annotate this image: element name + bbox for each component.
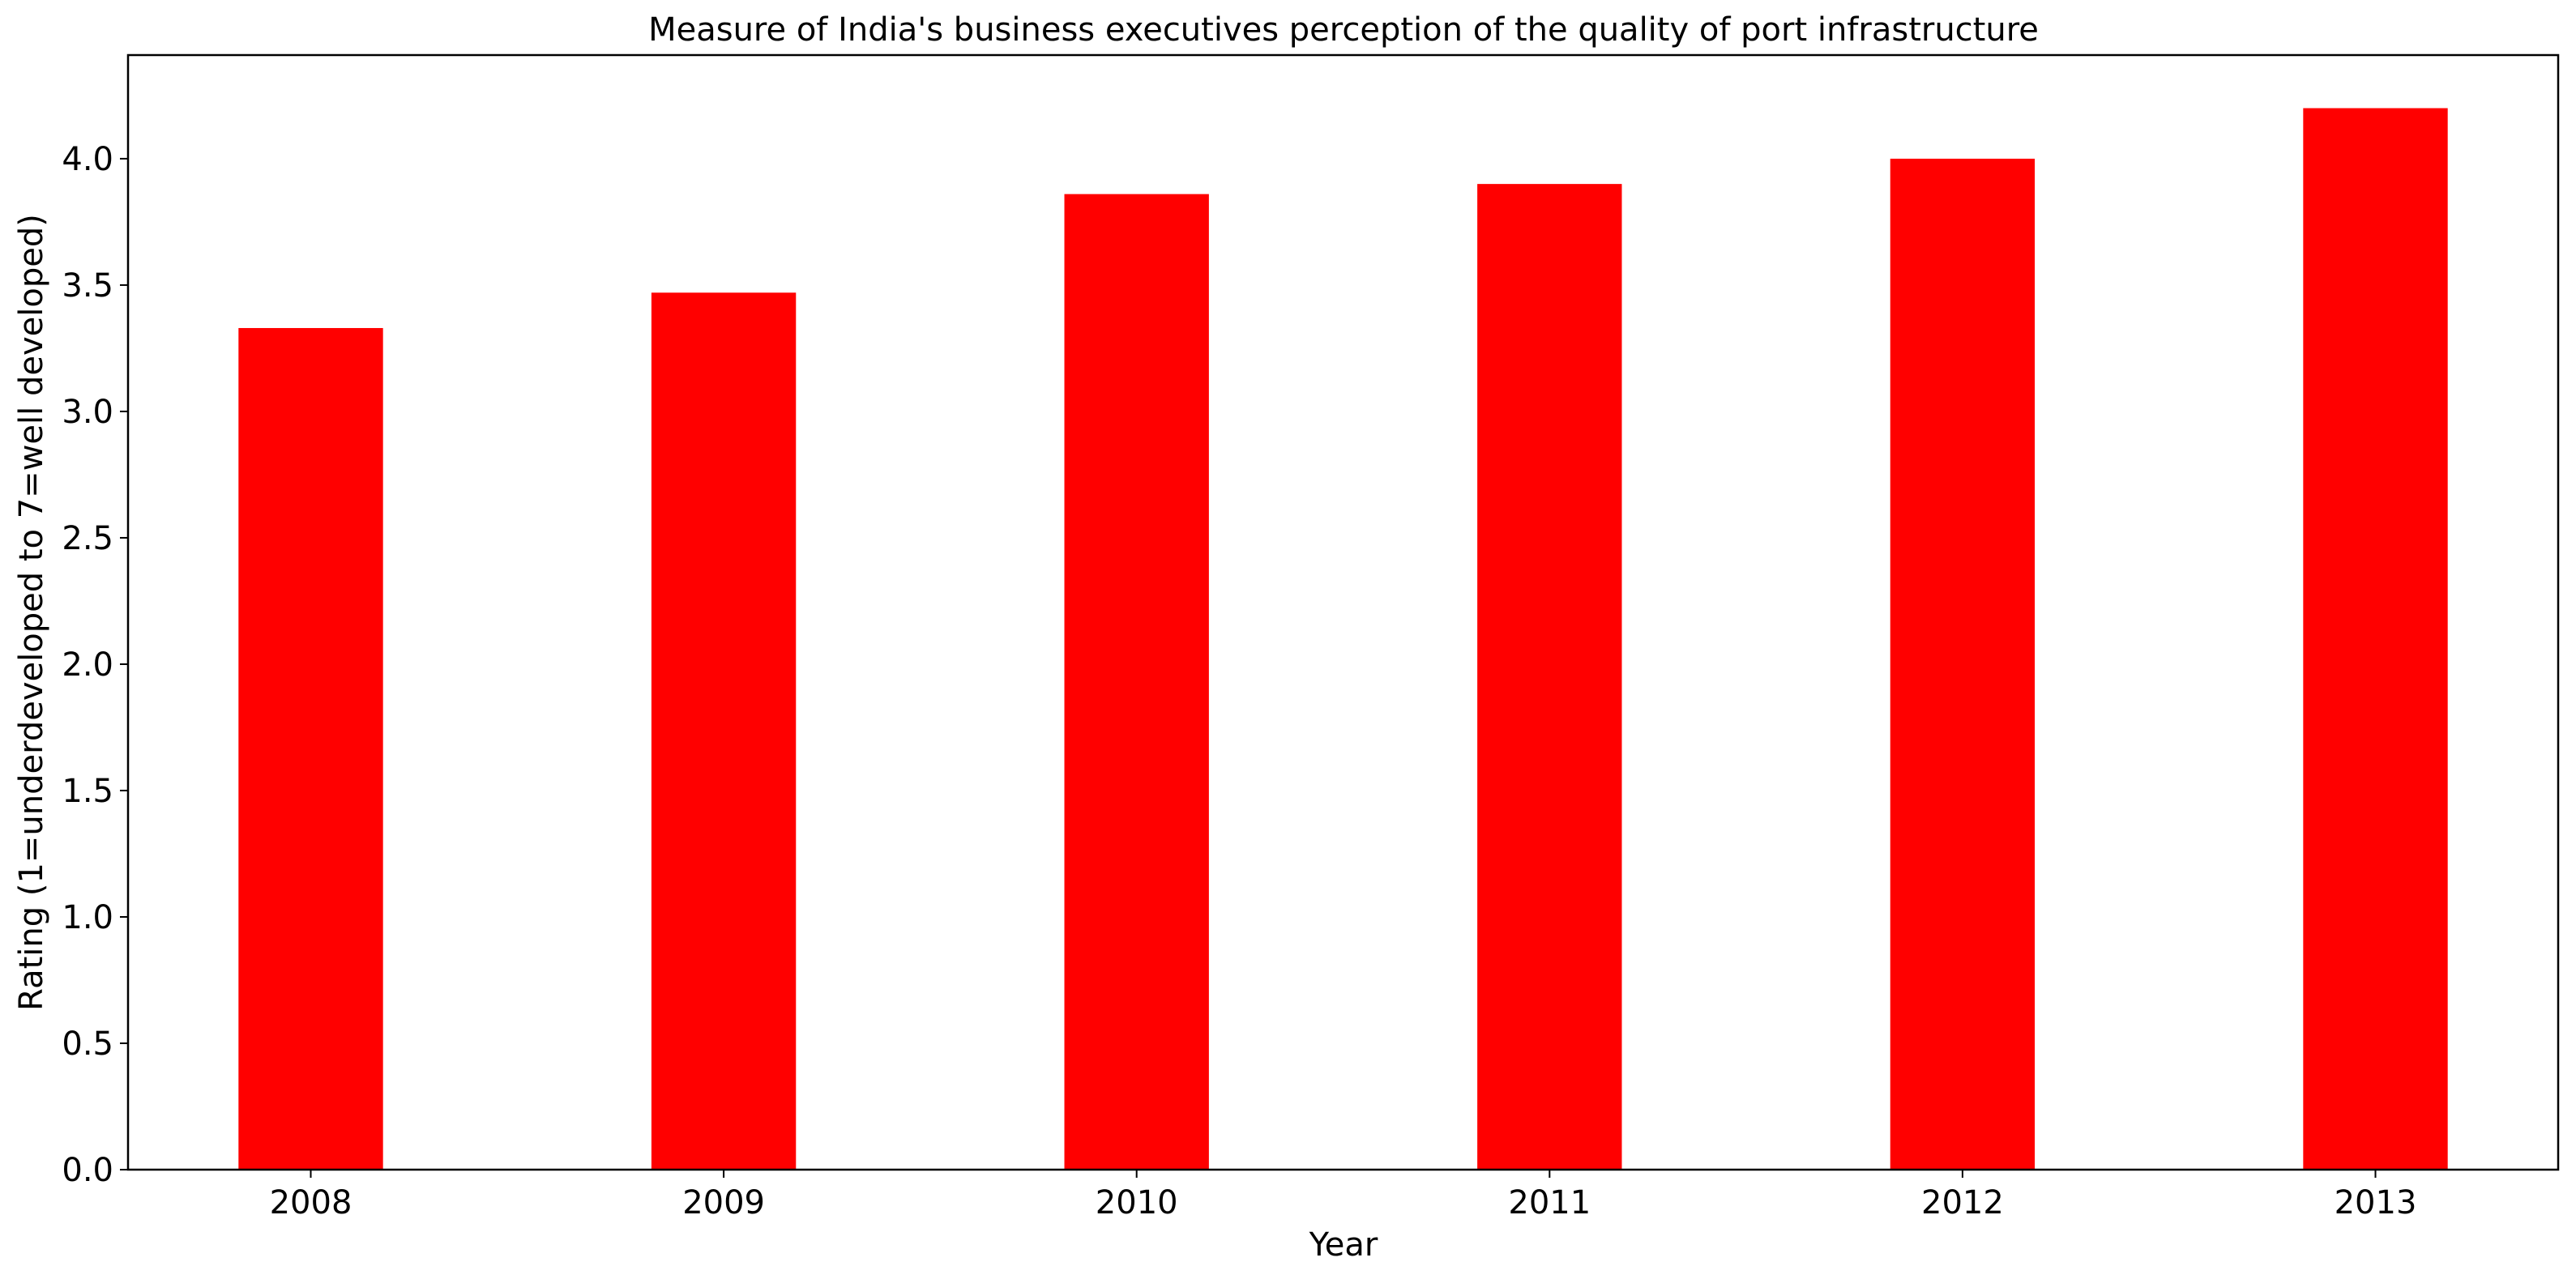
bar-2013 xyxy=(2303,108,2448,1170)
bar-2010 xyxy=(1064,194,1209,1170)
x-tick-label: 2010 xyxy=(1096,1184,1178,1221)
x-tick-label: 2012 xyxy=(1921,1184,2004,1221)
bar-2009 xyxy=(651,292,797,1170)
x-axis-label: Year xyxy=(1309,1226,1378,1264)
y-tick-label: 4.0 xyxy=(62,141,113,178)
y-tick-label: 2.0 xyxy=(62,646,113,684)
plot-frame xyxy=(126,53,2560,1171)
y-tick-label: 1.5 xyxy=(62,773,113,810)
x-tick-label: 2008 xyxy=(270,1184,352,1221)
x-tick-label: 2009 xyxy=(682,1184,765,1221)
bars-layer xyxy=(238,108,2448,1170)
y-tick-label: 1.0 xyxy=(62,899,113,936)
bar-2008 xyxy=(238,327,383,1170)
x-tick-label: 2013 xyxy=(2335,1184,2417,1221)
y-tick-label: 0.5 xyxy=(62,1025,113,1063)
y-tick-label: 2.5 xyxy=(62,520,113,557)
x-axis: 2008 2009 2010 2011 2012 2013 xyxy=(270,1170,2417,1221)
y-tick-label: 0.0 xyxy=(62,1152,113,1189)
chart-title: Measure of India's business executives p… xyxy=(648,11,2039,49)
y-axis: 0.0 0.5 1.0 1.5 2.0 2.5 3.0 3.5 4.0 xyxy=(62,141,128,1189)
x-tick-label: 2011 xyxy=(1508,1184,1591,1221)
y-axis-label: Rating (1=underdeveloped to 7=well devel… xyxy=(13,214,50,1011)
y-tick-label: 3.5 xyxy=(62,267,113,305)
bar-2011 xyxy=(1477,184,1622,1170)
y-tick-label: 3.0 xyxy=(62,394,113,431)
bar-2012 xyxy=(1890,158,2036,1170)
